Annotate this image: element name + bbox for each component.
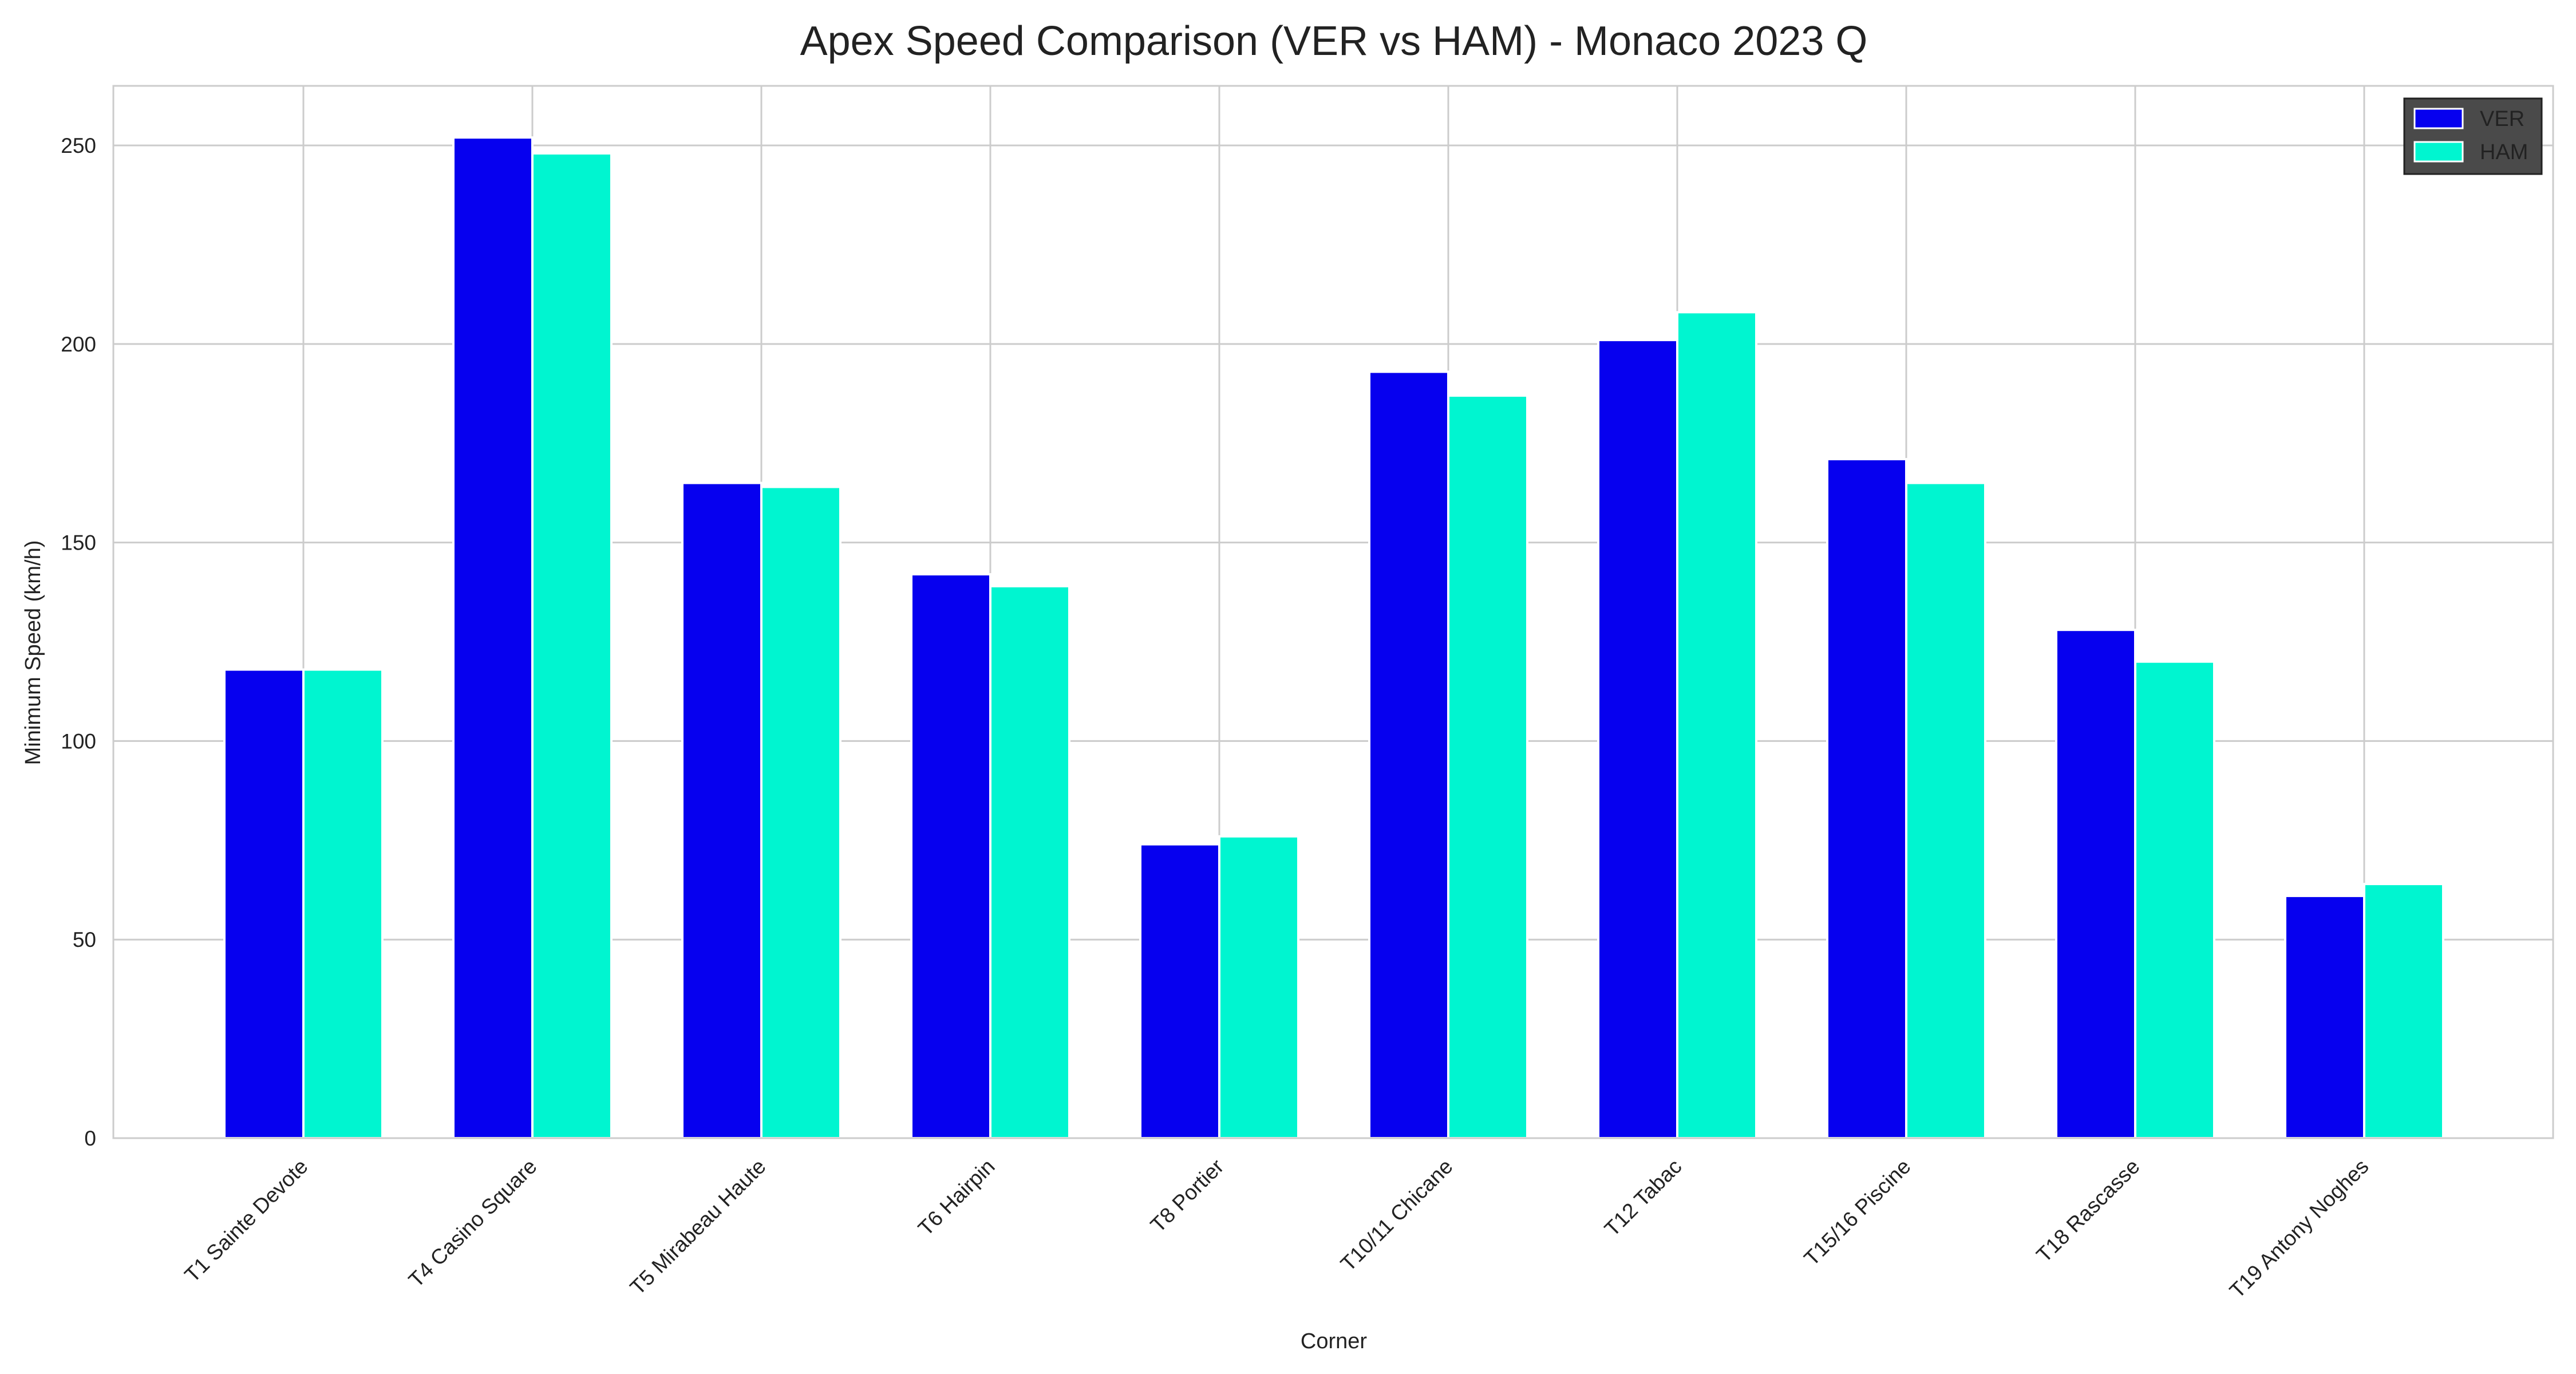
legend-label-ham: HAM bbox=[2480, 140, 2528, 164]
bars-layer bbox=[223, 136, 2444, 1140]
bar-ham bbox=[2363, 883, 2444, 1140]
y-tick-label: 0 bbox=[84, 1127, 96, 1150]
bar-ham bbox=[2134, 660, 2215, 1139]
bar-ver bbox=[452, 136, 534, 1140]
bar-ham bbox=[989, 585, 1070, 1139]
bar-ham bbox=[1905, 481, 1986, 1139]
legend-swatch-ver bbox=[2413, 108, 2464, 129]
bar-ver bbox=[681, 481, 762, 1139]
x-tick-label: T18 Rascasse bbox=[2032, 1155, 2144, 1267]
legend: VER HAM bbox=[2403, 97, 2543, 175]
bar-ham bbox=[302, 668, 384, 1139]
legend-swatch-ham bbox=[2413, 141, 2464, 163]
bar-ver bbox=[223, 668, 305, 1139]
bar-ver bbox=[1139, 843, 1220, 1139]
y-tick-label: 200 bbox=[61, 333, 96, 356]
x-tick-label: T8 Portier bbox=[1146, 1155, 1228, 1237]
y-axis-label: Minimum Speed (km/h) bbox=[21, 540, 45, 765]
y-tick-label: 50 bbox=[73, 928, 96, 951]
x-tick-label: T10/11 Chicane bbox=[1336, 1155, 1457, 1276]
bar-ver bbox=[910, 573, 991, 1139]
x-tick-label: T19 Antony Noghes bbox=[2225, 1155, 2373, 1303]
bar-ham bbox=[1218, 835, 1299, 1139]
x-tick-label: T6 Hairpin bbox=[914, 1155, 999, 1241]
bar-ver bbox=[2055, 629, 2136, 1139]
bar-ver bbox=[1368, 370, 1449, 1139]
x-tick-label: T1 Sainte Devote bbox=[180, 1155, 313, 1287]
bar-ham bbox=[531, 152, 613, 1139]
x-tick-label: T4 Casino Square bbox=[404, 1155, 542, 1292]
plot-frame bbox=[112, 85, 2554, 1139]
bar-ham bbox=[1447, 394, 1528, 1139]
axes-layer bbox=[112, 85, 2554, 1139]
x-axis-label: Corner bbox=[1301, 1329, 1367, 1353]
y-tick-label: 150 bbox=[61, 531, 96, 555]
x-tick-label: T5 Mirabeau Haute bbox=[626, 1155, 771, 1300]
bar-ham bbox=[760, 485, 841, 1139]
y-tick-label: 250 bbox=[61, 134, 96, 157]
bar-ver bbox=[1826, 457, 1907, 1139]
chart-title: Apex Speed Comparison (VER vs HAM) - Mon… bbox=[800, 18, 1868, 64]
x-tick-label: T15/16 Piscine bbox=[1800, 1155, 1915, 1270]
bar-ham bbox=[1676, 311, 1757, 1139]
bar-ver bbox=[2284, 894, 2365, 1139]
x-tick-label: T12 Tabac bbox=[1600, 1155, 1686, 1241]
bar-ver bbox=[1597, 338, 1678, 1140]
legend-label-ver: VER bbox=[2480, 107, 2524, 131]
y-tick-label: 100 bbox=[61, 729, 96, 753]
